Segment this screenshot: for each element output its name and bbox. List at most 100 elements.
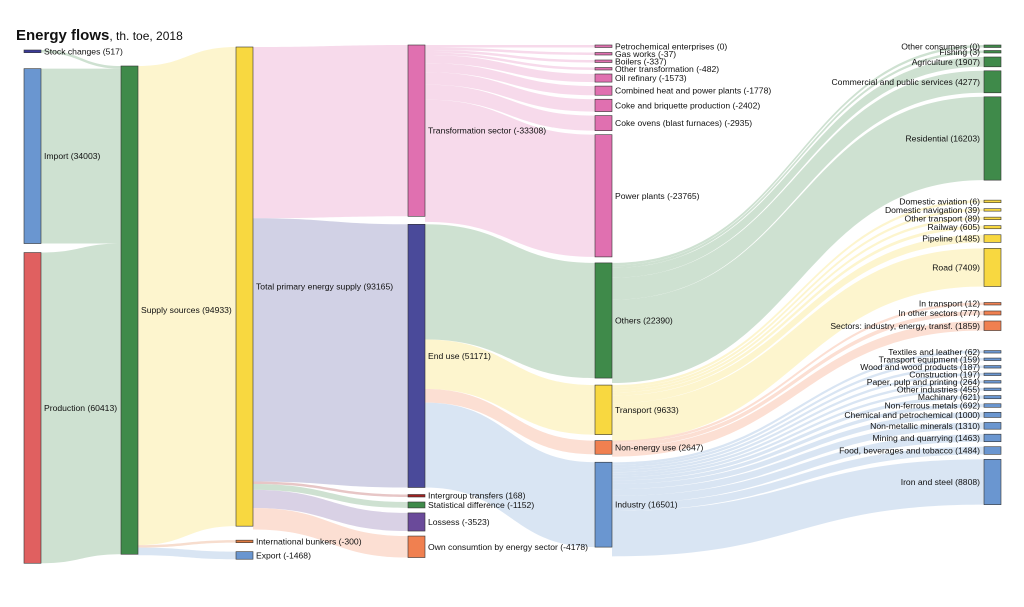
node-label-pipeline: Pipeline (1485) xyxy=(922,234,980,244)
link-transport-dom_nav xyxy=(612,208,984,391)
link-tpes-transformation xyxy=(253,45,408,219)
link-transformation-petro_ent xyxy=(425,45,595,48)
link-transformation-coke_ovens xyxy=(425,84,595,131)
link-transport-railway xyxy=(612,225,984,396)
node-label-oth_cons: Other consumers (0) xyxy=(901,41,980,51)
node-food xyxy=(983,446,1002,455)
link-industry-mining xyxy=(612,434,984,504)
node-refinery xyxy=(594,73,613,83)
node-nonferrous xyxy=(983,403,1002,408)
chart-subtitle: , th. toe, 2018 xyxy=(109,29,183,43)
link-transformation-boilers xyxy=(425,50,595,63)
node-tpes xyxy=(235,46,254,527)
node-gasworks xyxy=(594,52,613,56)
node-label-production: Production (60413) xyxy=(44,403,117,413)
node-nonenergy xyxy=(594,440,613,455)
node-label-iron: Iron and steel (8808) xyxy=(901,477,980,487)
node-label-nonenergy: Non-energy use (2647) xyxy=(615,442,704,452)
node-mining xyxy=(983,433,1002,443)
link-tpes-intergroup xyxy=(253,481,408,497)
link-industry-paper xyxy=(612,380,984,475)
node-powerplants xyxy=(594,134,613,258)
link-supply-export xyxy=(138,547,236,560)
node-label-agri: Agriculture (1907) xyxy=(912,57,980,67)
link-transport-dom_av xyxy=(612,200,984,388)
node-label-nonmetallic: Non-metallic minerals (1310) xyxy=(870,421,980,431)
node-label-export: Export (-1468) xyxy=(256,550,311,560)
chart-title: Energy flows xyxy=(16,27,109,44)
node-label-losses: Lossess (-3523) xyxy=(428,517,490,527)
link-industry-nonferrous xyxy=(612,403,984,484)
link-others-fishing xyxy=(612,50,984,268)
node-nonmetallic xyxy=(983,422,1002,430)
node-label-tpes: Total primary energy supply (93165) xyxy=(256,282,393,292)
node-paper xyxy=(983,380,1002,384)
link-tpes-statdiff xyxy=(253,483,408,508)
link-industry-oth_ind xyxy=(612,388,984,478)
node-label-oth_trans: Other transport (89) xyxy=(905,213,981,223)
node-others xyxy=(594,262,613,379)
node-label-in_transport: In transport (12) xyxy=(919,299,980,309)
link-others-commercial xyxy=(612,70,984,300)
link-industry-chemical xyxy=(612,412,984,490)
node-label-refinery: Oil refinary (-1573) xyxy=(615,73,687,83)
link-production-supply xyxy=(41,243,121,564)
node-label-transp_eq: Transport equipment (159) xyxy=(879,354,981,364)
link-industry-food xyxy=(612,446,984,512)
node-label-railway: Railway (605) xyxy=(927,222,980,232)
link-tpes-enduse xyxy=(253,218,408,488)
node-export xyxy=(235,551,254,560)
node-pipeline xyxy=(983,234,1002,243)
node-in_transport xyxy=(983,302,1002,306)
node-petro_ent xyxy=(594,44,613,48)
node-label-mining: Mining and quarrying (1463) xyxy=(873,433,981,443)
node-label-sectors_iet: Sectors: industry, energy, transf. (1859… xyxy=(830,321,980,331)
link-supply-tpes xyxy=(138,47,236,546)
node-label-oth_ind: Other industries (455) xyxy=(897,384,980,394)
node-industry xyxy=(594,461,613,548)
link-transformation-chp xyxy=(425,63,595,96)
node-label-chp: Combined heat and power plants (-1778) xyxy=(615,86,771,96)
node-bunkers xyxy=(235,539,254,543)
node-label-othertrans: Other transformation (-482) xyxy=(615,64,719,74)
node-dom_nav xyxy=(983,208,1002,212)
node-label-fishing: Fishing (3) xyxy=(939,47,980,57)
node-label-textiles: Textiles and leather (62) xyxy=(888,347,980,357)
node-dom_av xyxy=(983,199,1002,203)
link-enduse-industry xyxy=(425,402,595,548)
link-industry-transp_eq xyxy=(612,358,984,468)
node-label-import: Import (34003) xyxy=(44,151,101,161)
node-agri xyxy=(983,56,1002,68)
node-in_other xyxy=(983,310,1002,316)
node-oth_cons xyxy=(983,44,1002,48)
link-nonenergy-in_transport xyxy=(612,302,984,444)
node-commercial xyxy=(983,70,1002,94)
node-label-construction: Construction (197) xyxy=(909,369,980,379)
node-label-transport: Transport (9633) xyxy=(615,405,679,415)
node-coke_ovens xyxy=(594,115,613,131)
links-layer xyxy=(41,45,984,564)
node-label-supply: Supply sources (94933) xyxy=(141,305,232,315)
link-transformation-othertrans xyxy=(425,52,595,70)
link-transformation-gasworks xyxy=(425,47,595,55)
link-transport-pipeline xyxy=(612,234,984,404)
node-label-dom_nav: Domestic navigation (39) xyxy=(885,205,980,215)
node-oth_trans xyxy=(983,216,1002,220)
node-label-nonferrous: Non-ferrous metals (692) xyxy=(884,401,980,411)
node-chp xyxy=(594,85,613,96)
node-label-commercial: Commercial and public services (4277) xyxy=(831,77,980,87)
link-import-supply xyxy=(41,68,121,244)
node-statdiff xyxy=(407,501,426,509)
node-label-intergroup: Intergroup transfers (168) xyxy=(428,491,526,501)
node-label-in_other: In other sectors (777) xyxy=(898,308,980,318)
link-transformation-powerplants xyxy=(425,99,595,257)
node-oth_ind xyxy=(983,387,1002,391)
node-residential xyxy=(983,96,1002,181)
link-industry-textiles xyxy=(612,350,984,465)
link-transformation-refinery xyxy=(425,55,595,83)
node-stock xyxy=(23,49,42,53)
node-label-statdiff: Statistical difference (-1152) xyxy=(428,500,534,510)
node-own xyxy=(407,535,426,558)
node-enduse xyxy=(407,224,426,488)
link-tpes-losses xyxy=(253,489,408,532)
